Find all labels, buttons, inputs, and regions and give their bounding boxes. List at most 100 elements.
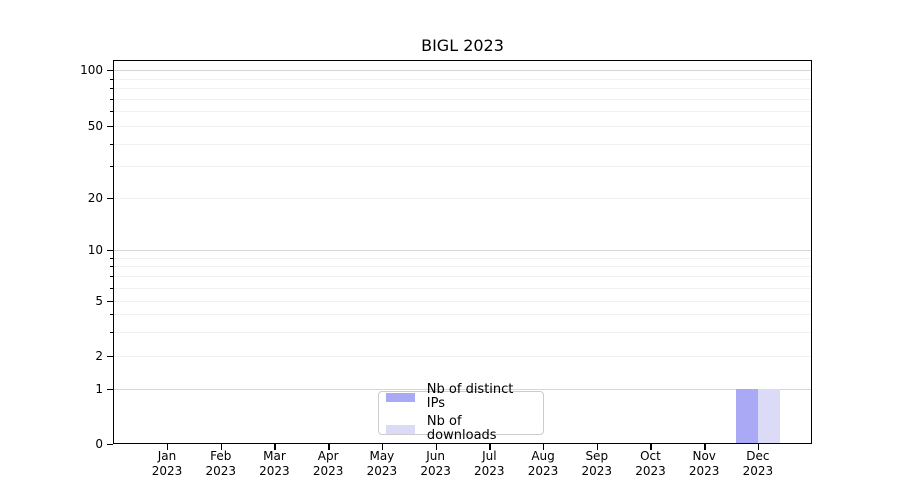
gridline-y-minor-8 — [113, 266, 812, 267]
gridline-y-minor-7 — [113, 276, 812, 277]
x-tick-month: Dec — [746, 449, 770, 463]
y-minor-tick-mark-70 — [110, 99, 113, 100]
gridline-y-minor-5 — [113, 301, 812, 302]
legend-swatch-downloads — [386, 424, 415, 434]
legend-label-distinct-ips: Nb of distinct IPs — [426, 382, 514, 411]
bar-downloads-dec-2023 — [757, 389, 780, 444]
x-tick-month: Aug — [531, 449, 555, 463]
x-tick-year: 2023 — [366, 464, 398, 478]
y-tick-label-0: 0 — [95, 437, 103, 451]
x-tick-month: Sep — [585, 449, 609, 463]
x-tick-month: Nov — [692, 449, 716, 463]
gridline-y-minor-50 — [113, 126, 812, 127]
y-minor-tick-mark-4 — [110, 314, 113, 315]
gridline-y-minor-20 — [113, 198, 812, 199]
gridline-y-major-1 — [113, 389, 812, 390]
x-tick-label-apr-2023: Apr 2023 — [298, 449, 358, 479]
x-tick-year: 2023 — [312, 464, 344, 478]
x-tick-month: Apr — [317, 449, 339, 463]
x-tick-label-sep-2023: Sep 2023 — [567, 449, 627, 479]
x-tick-label-jun-2023: Jun 2023 — [406, 449, 466, 479]
gridline-y-minor-4 — [113, 314, 812, 315]
y-minor-tick-mark-80 — [110, 88, 113, 89]
x-tick-month: Oct — [640, 449, 661, 463]
y-minor-tick-mark-7 — [110, 276, 113, 277]
y-minor-tick-mark-90 — [110, 79, 113, 80]
x-tick-mark-jan-2023 — [167, 444, 169, 450]
x-tick-year: 2023 — [742, 464, 774, 478]
gridline-y-minor-70 — [113, 99, 812, 100]
y-tick-mark-0 — [107, 444, 113, 446]
x-tick-month: Mar — [263, 449, 286, 463]
x-tick-label-jan-2023: Jan 2023 — [137, 449, 197, 479]
x-tick-mark-dec-2023 — [757, 444, 760, 450]
x-tick-year: 2023 — [420, 464, 451, 478]
legend-item-distinct-ips: Nb of distinct IPs — [386, 383, 535, 411]
gridline-y-minor-40 — [113, 144, 812, 145]
x-tick-year: 2023 — [527, 464, 559, 478]
chart-title: BIGL 2023 — [421, 36, 504, 55]
x-tick-label-oct-2023: Oct 2023 — [620, 449, 680, 479]
x-tick-mark-jun-2023 — [435, 444, 437, 450]
legend: Nb of distinct IPs Nb of downloads — [378, 383, 544, 443]
x-tick-label-mar-2023: Mar 2023 — [244, 449, 304, 479]
y-tick-mark-2 — [107, 356, 113, 358]
gridline-y-minor-80 — [113, 88, 812, 89]
x-tick-year: 2023 — [259, 464, 290, 478]
x-tick-label-dec-2023: Dec 2023 — [728, 449, 788, 479]
y-tick-mark-50 — [107, 126, 113, 128]
y-tick-label-10: 10 — [87, 243, 103, 257]
x-tick-mark-apr-2023 — [328, 444, 330, 450]
y-minor-tick-mark-30 — [110, 166, 113, 167]
x-tick-label-feb-2023: Feb 2023 — [191, 449, 251, 479]
y-minor-tick-mark-8 — [110, 266, 113, 267]
x-tick-mark-nov-2023 — [704, 444, 706, 450]
x-tick-mark-mar-2023 — [274, 444, 276, 450]
x-tick-mark-jul-2023 — [489, 444, 491, 450]
gridline-y-minor-3 — [113, 332, 812, 333]
x-tick-year: 2023 — [581, 464, 613, 478]
gridline-y-minor-30 — [113, 166, 812, 167]
x-tick-month: May — [369, 449, 395, 463]
y-tick-mark-100 — [107, 70, 113, 72]
y-minor-tick-mark-40 — [110, 144, 113, 145]
gridline-y-minor-90 — [113, 79, 812, 80]
x-tick-month: Feb — [210, 449, 232, 463]
y-tick-label-1: 1 — [95, 382, 103, 396]
x-tick-label-may-2023: May 2023 — [352, 449, 412, 479]
y-tick-label-100: 100 — [80, 63, 103, 77]
gridline-y-major-10 — [113, 250, 812, 251]
bar-distinct-ips-dec-2023 — [735, 389, 758, 444]
legend-label-downloads: Nb of downloads — [426, 414, 497, 443]
x-tick-month: Jan — [157, 449, 177, 463]
x-tick-year: 2023 — [205, 464, 236, 478]
y-tick-mark-1 — [107, 389, 113, 391]
x-tick-month: Jun — [426, 449, 445, 463]
x-tick-year: 2023 — [635, 464, 666, 478]
x-tick-month: Jul — [482, 449, 497, 463]
y-tick-label-50: 50 — [87, 119, 103, 133]
x-tick-label-aug-2023: Aug 2023 — [513, 449, 573, 479]
y-minor-tick-mark-6 — [110, 288, 113, 289]
x-tick-mark-feb-2023 — [220, 444, 223, 450]
gridline-y-minor-9 — [113, 258, 812, 259]
legend-item-downloads: Nb of downloads — [386, 415, 535, 443]
x-tick-mark-aug-2023 — [543, 444, 545, 450]
y-tick-label-5: 5 — [95, 294, 103, 308]
x-tick-label-jul-2023: Jul 2023 — [459, 449, 519, 479]
x-tick-year: 2023 — [474, 464, 505, 478]
x-tick-year: 2023 — [151, 464, 183, 478]
gridline-y-major-100 — [113, 70, 812, 71]
x-tick-label-nov-2023: Nov 2023 — [674, 449, 734, 479]
y-tick-label-20: 20 — [87, 191, 103, 205]
y-minor-tick-mark-60 — [110, 111, 113, 112]
x-tick-mark-may-2023 — [381, 444, 384, 450]
x-tick-mark-oct-2023 — [650, 444, 652, 450]
y-tick-mark-5 — [107, 301, 113, 303]
gridline-y-minor-6 — [113, 288, 812, 289]
legend-swatch-distinct-ips — [386, 392, 415, 402]
y-tick-mark-10 — [107, 250, 113, 252]
y-tick-mark-20 — [107, 198, 113, 200]
y-tick-label-2: 2 — [95, 349, 103, 363]
gridline-y-minor-60 — [113, 111, 812, 112]
